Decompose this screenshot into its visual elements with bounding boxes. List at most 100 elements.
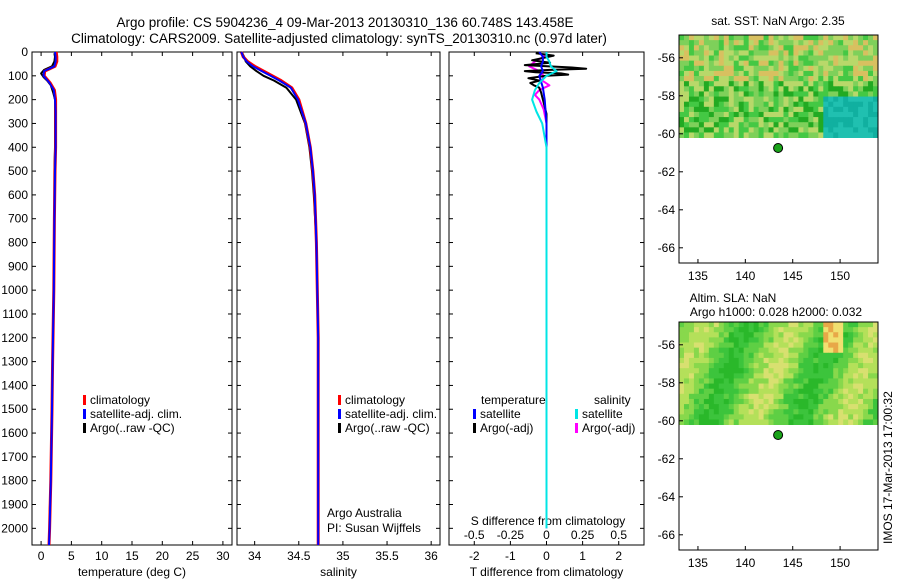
sst-cell [758, 70, 764, 77]
sst-cell [743, 81, 750, 87]
sst-cell [873, 117, 879, 123]
sla-cell [683, 342, 690, 349]
sla-cell [818, 342, 824, 349]
sla-cell [758, 332, 764, 338]
sst-cell [713, 55, 720, 62]
sst-cell [708, 45, 715, 51]
sla-cell [823, 388, 829, 395]
sst-cell [798, 127, 804, 133]
sla-cell [703, 409, 710, 415]
sst-cell [758, 106, 764, 113]
diff-sal-legend-swatch [575, 423, 578, 433]
sst-cell [728, 50, 735, 56]
sla-cell [838, 388, 844, 395]
sst-cell [838, 86, 844, 92]
sla-cell [743, 322, 750, 328]
sla-cell [748, 419, 755, 425]
sla-cell [683, 398, 690, 405]
sla-cell [803, 404, 809, 410]
sla-cell [808, 352, 814, 359]
sla-cell [723, 373, 730, 379]
sla-cell [803, 414, 809, 420]
sst-cell [688, 35, 695, 41]
sst-cell [723, 86, 730, 92]
sst-cell [783, 55, 789, 62]
sst-cell [823, 55, 829, 62]
sla-cell [823, 332, 829, 338]
sla-cell [773, 337, 779, 343]
sst-cell [863, 122, 869, 128]
sla-cell [723, 327, 730, 333]
sla-cell [748, 373, 755, 379]
sst-cell [858, 127, 864, 133]
sla-cell [773, 378, 779, 384]
sla-cell [788, 357, 794, 364]
sst-cell [743, 106, 750, 113]
sst-cell [748, 81, 755, 87]
sst-cell [873, 35, 879, 41]
sst-cell [728, 132, 735, 138]
sst-cell [718, 101, 725, 108]
sla-cell [818, 327, 824, 333]
sst-cell [833, 50, 839, 56]
sst-cell [843, 101, 849, 108]
sst-cell [698, 35, 705, 41]
sla-cell [743, 332, 750, 338]
sla-cell [793, 327, 799, 333]
sla-cell [718, 409, 725, 415]
sst-cell [723, 50, 730, 56]
sla-cell [713, 404, 720, 410]
sst-cell [748, 45, 755, 51]
sst-cell [863, 55, 869, 62]
sst-cell [733, 117, 740, 123]
sla-cell [708, 352, 715, 359]
sla-cell [708, 414, 715, 420]
sst-cell [713, 122, 720, 128]
sst-cell [778, 81, 784, 87]
sla-cell [808, 404, 814, 410]
sla-cell [753, 383, 760, 390]
sst-cell [688, 40, 695, 46]
sla-cell [778, 414, 784, 420]
sla-cell [728, 337, 735, 343]
sst-cell [723, 81, 730, 87]
sst-cell [833, 101, 839, 108]
sst-cell [718, 65, 725, 72]
sla-cell [763, 352, 769, 359]
sla-cell [853, 352, 859, 359]
sst-cell [808, 40, 814, 46]
sla-cell [698, 398, 705, 405]
sst-cell [798, 70, 804, 77]
sla-cell [788, 419, 794, 425]
diff-top-xtick-label: 0.5 [610, 528, 627, 542]
sst-cell [873, 40, 879, 46]
sst-cell [793, 132, 799, 138]
sst-cell [843, 111, 849, 118]
sla-cell [723, 409, 730, 415]
sla-cell [808, 332, 814, 338]
sla-cell [818, 322, 824, 328]
sla-cell [713, 414, 720, 420]
sla-cell [683, 373, 690, 379]
sla-cell [823, 404, 829, 410]
sla-map-title-line1: Altim. SLA: NaN [690, 291, 777, 305]
sla-cell [748, 357, 755, 364]
temperature-ytick-label: 1200 [1, 331, 28, 345]
sla-cell [783, 347, 789, 354]
sst-cell [703, 106, 710, 113]
sst-cell [863, 45, 869, 51]
sst-cell [723, 122, 730, 128]
sla-cell [708, 337, 715, 343]
sst-cell [798, 111, 804, 118]
sla-cell [828, 388, 834, 395]
sst-cell [723, 60, 730, 67]
sla-cell [768, 342, 774, 349]
sla-cell [743, 378, 750, 384]
sla-cell [693, 347, 700, 354]
sla-cell [753, 337, 760, 343]
sst-cell [693, 117, 700, 123]
sla-cell [733, 404, 740, 410]
sst-cell [773, 86, 779, 92]
sla-cell [679, 363, 685, 369]
